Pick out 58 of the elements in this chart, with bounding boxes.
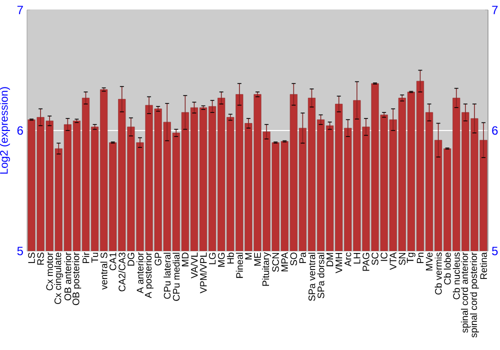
- x-tick-label: Pir: [82, 252, 90, 264]
- x-tick-label: SC: [372, 252, 378, 265]
- x-tick-label: DG: [128, 252, 134, 266]
- x-tick-label: Pn: [416, 252, 424, 264]
- x-tick-label: ME: [254, 252, 261, 266]
- y2-tick-label: 5: [492, 246, 498, 256]
- y-tick-label: 7: [17, 6, 23, 14]
- x-tick-label: MD: [182, 252, 188, 266]
- x-tick-label: CA2/CA3: [118, 252, 126, 292]
- x-tick-label: PAG: [362, 252, 370, 271]
- x-tick-label: Cx motor: [46, 252, 53, 290]
- x-tick-label: RS: [37, 252, 44, 265]
- x-tick-label: VMH: [336, 252, 342, 274]
- y-axis-title: Log2 (expression): [0, 87, 10, 174]
- y2-tick-label: 7: [492, 6, 498, 14]
- x-tick-label: VPM/VPL: [200, 252, 207, 294]
- x-tick-label: SCN: [272, 252, 279, 272]
- x-tick-label: SN: [398, 252, 406, 265]
- y-tick-label: 6: [17, 126, 23, 135]
- x-tick-label: spinal cord posterior: [470, 252, 479, 338]
- x-tick-label: spinal cord anterior: [460, 252, 470, 333]
- y2-tick-label: 6: [492, 126, 498, 135]
- x-tick-label: Pineal: [236, 252, 243, 278]
- x-tick-label: Cb lobe: [444, 252, 451, 284]
- x-tick-label: LG: [208, 252, 216, 264]
- x-tick-label: OB anterior: [64, 252, 72, 300]
- x-tick-label: CPu lateral: [164, 252, 171, 299]
- x-tick-label: Hb: [226, 252, 234, 264]
- x-tick-label: CA1: [110, 252, 116, 270]
- x-tick-label: Tu: [91, 252, 98, 263]
- x-tick-label: LS: [28, 252, 35, 264]
- x-tick-label: Cb vermis: [434, 252, 442, 294]
- x-tick-label: A anterior: [136, 252, 144, 294]
- x-tick-label: SPa ventral: [308, 252, 316, 301]
- x-tick-label: ventral S: [100, 252, 108, 290]
- x-tick-label: DM: [326, 252, 334, 266]
- x-tick-label: A posterior: [144, 252, 154, 298]
- x-tick-label: CPu medial: [172, 252, 180, 301]
- x-tick-label: MVe: [426, 252, 433, 270]
- x-tick-label: VTA: [390, 252, 396, 270]
- x-tick-label: Tg: [406, 252, 416, 264]
- x-tick-label: Cb nucleus: [452, 252, 460, 300]
- y-tick-label: 5: [17, 246, 23, 256]
- x-tick-label: Retina: [480, 252, 487, 279]
- x-tick-label: M: [245, 252, 252, 260]
- x-tick-label: SO: [290, 252, 298, 266]
- x-tick-label: MPA: [281, 252, 288, 272]
- x-tick-label: GP: [154, 252, 162, 266]
- x-tick-label: LH: [354, 252, 360, 264]
- x-tick-label: Pa: [299, 252, 306, 264]
- x-tick-label: VA/VL: [190, 252, 198, 278]
- x-tick-label: Arc: [344, 252, 352, 266]
- x-tick-label: OB posterior: [72, 252, 82, 306]
- x-tick-label: SPa dorsal: [317, 252, 324, 298]
- x-tick-label: Pituitary: [262, 252, 271, 286]
- x-tick-label: IC: [380, 252, 388, 261]
- x-tick-label: Cx cingulate: [54, 252, 64, 304]
- x-tick-label: MG: [218, 252, 225, 267]
